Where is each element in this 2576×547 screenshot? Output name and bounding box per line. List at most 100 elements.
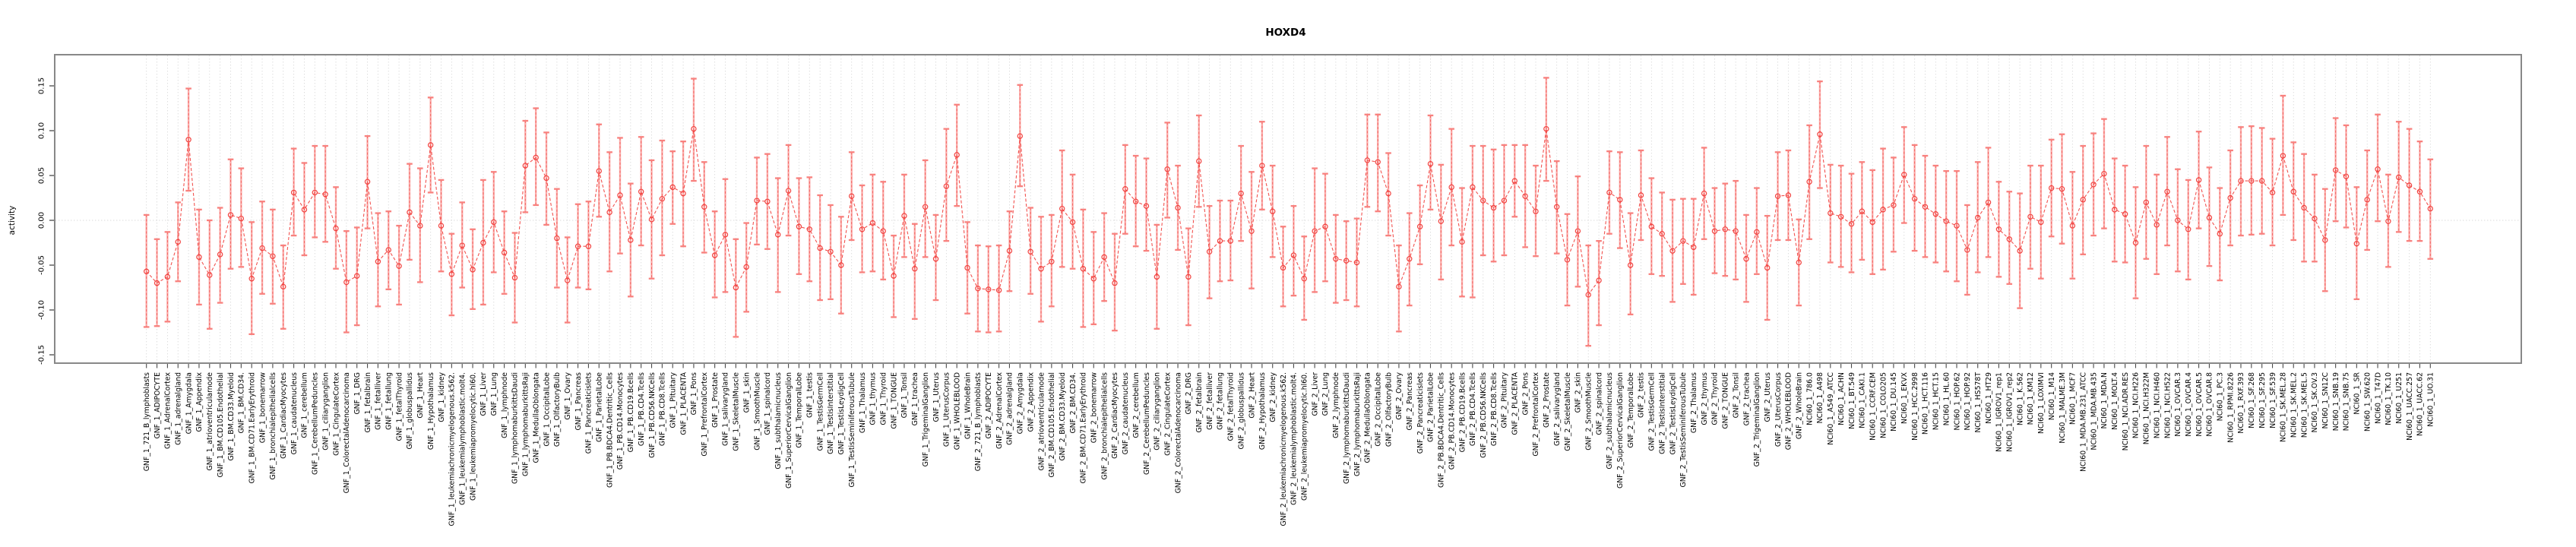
x-tick-label: GNF_1_subthalamicnucleus [774,372,783,470]
x-tick-label: NCI60_1_KM12 [2027,372,2035,425]
x-tick-label: GNF_1_BM.CD105.Endothelial [217,372,225,477]
x-tick-label: GNF_2_fetalliver [1206,372,1214,430]
x-tick-label: GNF_1_TestisLeydigCell [837,372,846,454]
x-tick-label: GNF_1_Pituitary [669,372,677,428]
data-point [1290,252,1297,258]
x-tick-label: NCI60_1_UACC.62 [2416,372,2425,436]
x-tick-label: GNF_1_leukemiachronicmyelogenous.k562. [448,372,457,526]
data-point [2269,189,2276,196]
data-point [1680,238,1686,244]
x-tick-label: GNF_1_ciliaryganglion [321,372,330,451]
data-point [733,284,739,291]
data-point [1185,274,1191,280]
x-tick-label: NCI60_1_U251 [2395,372,2404,424]
x-tick-label: GNF_1_globuspallidus [406,372,414,450]
x-tick-label: GNF_2_SuperiorCervicalGanglion [1616,372,1625,489]
y-tick-label: 0.10 [38,122,46,139]
x-tick-label: NCI60_1_OVCAR.8 [2206,372,2214,437]
x-tick-label: NCI60_1_MDA.MB.231_ATCC [2079,372,2087,472]
data-point [396,263,402,269]
x-tick-label: NCI60_1_NCI.H460 [2153,372,2161,438]
x-axis-labels: GNF_1_721_B_lymphoblasts GNF_1_ADIPOCYTE G… [143,372,2435,526]
x-tick-label: GNF_2_PB.CD56.NKCells [1479,372,1488,458]
y-axis-tick-labels: 0.15 0.10 0.05 0.00 -0.05 -0.10 -0.15 [38,77,46,365]
x-tick-label: NCI60_1_SK.MEL.2 [2290,372,2298,438]
data-point [922,204,929,210]
x-tick-label: GNF_2_UterusCorpus [1774,372,1783,447]
data-point [1995,226,2002,232]
data-point [470,267,476,273]
x-tick-label: GNF_2_BM.CD71.EarlyErythroid [1080,372,1088,484]
x-tick-label: GNF_1_Amygdala [185,372,193,434]
data-point [1764,264,1771,271]
data-point [1869,219,1875,226]
x-tick-label: GNF_2_ParietalLobe [1427,372,1435,442]
data-point [2059,185,2065,192]
x-tick-label: GNF_2_Tonsil [1732,372,1740,418]
data-point [691,125,697,132]
data-point [880,228,886,234]
data-point [754,198,760,204]
data-point [785,188,792,194]
data-point [2069,223,2076,229]
data-point [1196,158,1202,164]
x-tick-label: NCI60_1_SK.MEL.5 [2300,372,2309,438]
x-tick-label: GNF_2_salivarygland [1553,372,1562,446]
x-tick-label: GNF_1_ColorectalAdenocarcinoma [343,372,351,493]
x-tick-label: GNF_2_721_B_lymphoblasts [974,372,983,471]
data-point [1470,184,1476,191]
x-tick-label: NCI60_1_NCI.ADR.RES [2122,372,2130,451]
data-point [2132,239,2139,246]
data-point [2258,178,2265,184]
data-point [1416,223,1423,229]
x-tick-label: GNF_2_atrioventricularnode [1037,372,1046,471]
data-point [1459,239,1465,245]
x-tick-label: GNF_1_721_B_lymphoblasts [143,372,151,471]
x-axis-ticks [146,363,2431,368]
x-tick-label: GNF_1_TemporalLobe [796,372,804,448]
x-tick-label: GNF_1_TestisInterstitial [827,372,835,454]
data-point [565,277,571,283]
x-tick-label: GNF_2_TestisSeminiferousTubule [1679,372,1688,488]
data-point [1733,228,1739,234]
data-point [175,239,181,245]
data-point [1553,204,1560,210]
x-tick-label: NCI60_1_ACHN [1837,372,1846,425]
x-tick-label: GNF_1_Hypothalamus [427,372,435,450]
x-tick-label: GNF_2_BM.CD34. [1069,372,1078,434]
data-point [1522,193,1528,199]
data-point [1574,228,1581,234]
data-point [448,271,455,277]
x-tick-label: GNF_1_PB.BDCA4.Dentritic_Cells [606,372,614,488]
data-point [354,273,360,279]
data-point [975,285,981,292]
x-tick-label: GNF_1_AdrenalCortex [164,372,172,450]
data-point [722,232,729,238]
x-tick-label: GNF_2_lymphomaburkittsRaji [1353,372,1362,476]
x-tick-label: GNF_1_ADIPOCYTE [153,372,162,439]
data-point [2195,177,2202,183]
x-tick-label: GNF_2_WHOLEBLOOD [1785,372,1793,450]
x-tick-label: GNF_1_ParietalLobe [596,372,604,442]
x-tick-label: NCI60_1_RXF.393 [2237,372,2245,434]
x-tick-label: NCI60_1_IGROV1_rep2 [2006,372,2014,452]
x-tick-label: GNF_2_adrenalgland [1006,372,1014,445]
data-point [1659,231,1665,237]
x-tick-label: GNF_1_CerebellumPeduncles [312,372,320,475]
x-tick-label: NCI60_1_OVCAR.5 [2195,372,2204,437]
x-tick-label: NCI60_1_SW.620 [2363,372,2372,432]
x-tick-label: GNF_1_atrioventricularnode [206,372,214,471]
data-point [491,219,497,226]
x-tick-label: NCI60_1_MDA.N [2100,372,2109,428]
data-point [217,251,223,258]
x-tick-label: GNF_1_bonemarrow [258,372,267,444]
x-tick-label: GNF_2_DRG [1185,372,1193,415]
data-point [1238,190,1244,197]
x-tick-label: NCI60_1_SR [2353,372,2362,414]
data-point [648,217,655,223]
data-point [1596,277,1602,283]
x-tick-label: NCI60_1_MALME.3M [2059,372,2067,444]
x-tick-label: GNF_1_fetalbrain [364,372,372,433]
data-point [1954,223,1960,229]
data-point [2322,237,2328,243]
